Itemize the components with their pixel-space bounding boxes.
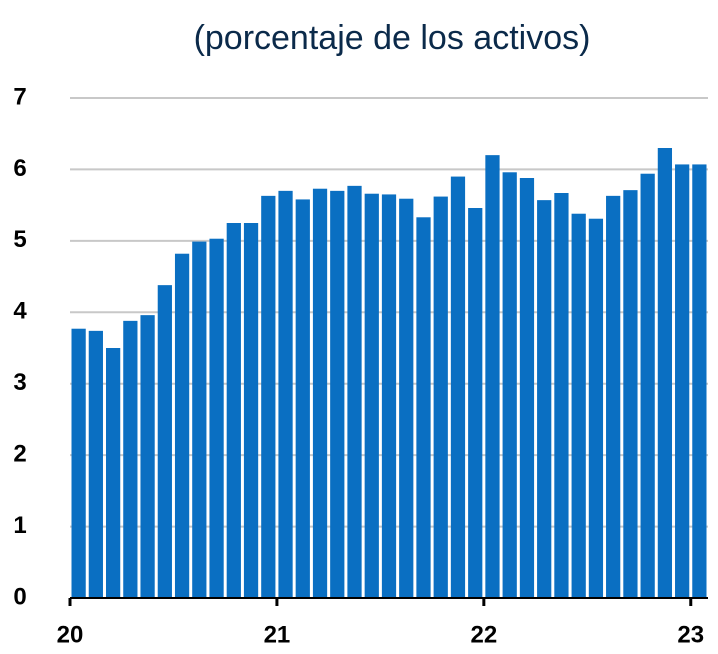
bar xyxy=(226,223,241,598)
bar xyxy=(157,285,172,598)
bar xyxy=(502,172,517,599)
y-tick-label: 5 xyxy=(13,226,26,253)
bar xyxy=(295,199,310,598)
y-tick-label: 2 xyxy=(13,440,26,467)
bar xyxy=(399,198,414,598)
bar xyxy=(243,223,259,598)
bar xyxy=(71,328,86,598)
bar xyxy=(347,185,362,598)
bar xyxy=(571,213,586,598)
bar xyxy=(261,195,276,598)
bar xyxy=(675,164,690,598)
y-tick-label: 4 xyxy=(13,298,27,325)
bar xyxy=(209,238,224,598)
x-tick-label: 20 xyxy=(57,621,84,648)
bar xyxy=(88,330,103,598)
y-tick-label: 6 xyxy=(13,155,26,182)
bar xyxy=(174,253,190,598)
bar xyxy=(485,155,500,598)
bar xyxy=(554,193,569,598)
chart-title: (porcentaje de los activos) xyxy=(194,19,591,57)
bar xyxy=(468,208,483,598)
x-tick-label: 23 xyxy=(677,621,704,648)
bar xyxy=(537,200,552,598)
bar xyxy=(416,217,431,599)
x-tick-label: 22 xyxy=(470,621,497,648)
bar xyxy=(640,173,655,598)
bar xyxy=(657,148,673,598)
bar xyxy=(278,190,293,598)
bar xyxy=(519,178,535,598)
bar xyxy=(192,241,207,599)
bar xyxy=(105,348,121,598)
bar xyxy=(450,176,466,599)
bar xyxy=(381,194,397,598)
bar xyxy=(588,218,604,598)
bar xyxy=(330,190,345,598)
bar xyxy=(606,195,621,598)
bar xyxy=(140,315,155,598)
y-tick-label: 1 xyxy=(13,512,26,539)
bar xyxy=(623,190,638,598)
y-tick-label: 0 xyxy=(13,583,26,610)
x-tick-label: 21 xyxy=(264,621,291,648)
bar xyxy=(312,188,328,598)
y-tick-label: 7 xyxy=(13,83,26,110)
bar xyxy=(364,193,379,598)
y-tick-label: 3 xyxy=(13,369,26,396)
bar xyxy=(692,164,707,598)
bar xyxy=(433,196,448,599)
bar xyxy=(123,320,138,598)
